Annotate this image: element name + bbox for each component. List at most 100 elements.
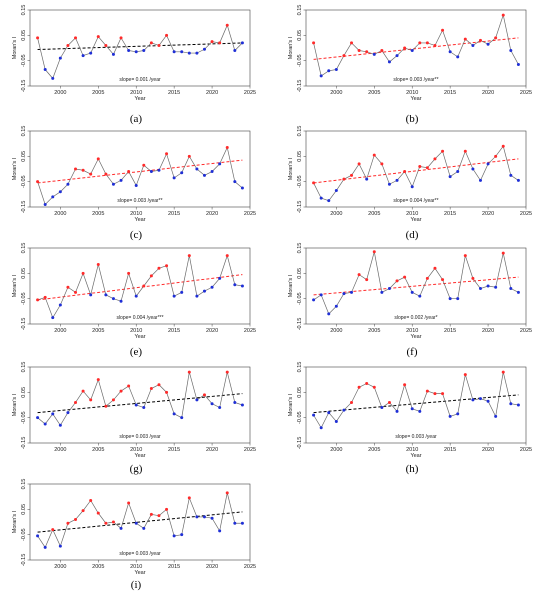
data-point xyxy=(395,178,399,182)
data-point xyxy=(403,170,407,174)
x-axis-title: Year xyxy=(134,453,145,459)
data-point xyxy=(134,403,138,407)
series-line xyxy=(313,145,519,202)
data-point xyxy=(225,145,229,149)
data-point xyxy=(218,41,222,45)
series-line xyxy=(37,24,243,80)
chart-panel: 2000 2005 2010 2015 2020 2025 -0.15 -0.05 0.05 0.… xyxy=(288,5,532,125)
data-point xyxy=(111,520,115,524)
data-point xyxy=(51,76,55,80)
trend-line xyxy=(313,37,519,60)
slope-annotation: slope= 0.004 /year*** xyxy=(116,315,163,321)
data-point xyxy=(81,389,85,393)
trend-line xyxy=(313,394,519,414)
data-point xyxy=(334,419,338,423)
x-tick-label: 2005 xyxy=(92,447,104,453)
data-point xyxy=(418,41,422,45)
data-point xyxy=(463,37,467,41)
data-point xyxy=(494,414,498,418)
panel-label: (f) xyxy=(407,346,418,358)
data-point xyxy=(312,298,316,302)
x-tick-label: 2010 xyxy=(130,90,142,96)
data-point xyxy=(418,164,422,168)
x-axis-title: Year xyxy=(410,96,421,102)
data-point xyxy=(104,172,108,176)
data-point xyxy=(319,293,323,297)
x-tick-label: 2015 xyxy=(168,328,180,334)
data-point xyxy=(172,534,176,538)
data-point xyxy=(89,293,93,297)
data-point xyxy=(180,50,184,54)
data-point xyxy=(187,154,191,158)
slope-annotation: slope= 0.004 /year** xyxy=(393,198,438,204)
data-point xyxy=(96,511,100,515)
data-point xyxy=(43,295,47,299)
data-point xyxy=(456,55,460,59)
x-tick-label: 2015 xyxy=(168,211,180,217)
data-point xyxy=(342,292,346,296)
x-tick-label: 2000 xyxy=(330,328,342,334)
data-point xyxy=(187,496,191,500)
x-tick-label: 2020 xyxy=(206,564,218,570)
data-point xyxy=(233,180,237,184)
y-tick-label: 0.05 xyxy=(297,30,303,41)
x-tick-label: 2005 xyxy=(368,328,380,334)
y-axis-title: Moran's I xyxy=(12,510,18,533)
data-point xyxy=(365,381,369,385)
data-point xyxy=(187,51,191,55)
data-point xyxy=(43,422,47,426)
data-point xyxy=(165,264,169,268)
data-point xyxy=(494,154,498,158)
panel-label: (e) xyxy=(130,346,143,358)
data-point xyxy=(478,178,482,182)
plot-frame xyxy=(29,130,251,208)
data-point xyxy=(456,297,460,301)
x-tick-label: 2010 xyxy=(406,328,418,334)
data-point xyxy=(233,400,237,404)
panel-label: (a) xyxy=(130,113,143,125)
data-point xyxy=(51,316,55,320)
x-tick-label: 2020 xyxy=(482,211,494,217)
data-point xyxy=(172,294,176,298)
data-point xyxy=(240,186,244,190)
data-point xyxy=(342,54,346,58)
x-tick-label: 2010 xyxy=(130,447,142,453)
x-axis-title: Year xyxy=(410,453,421,459)
x-tick-label: 2025 xyxy=(244,564,256,570)
x-tick-label: 2020 xyxy=(206,90,218,96)
x-tick-label: 2015 xyxy=(444,211,456,217)
x-tick-label: 2015 xyxy=(168,90,180,96)
data-point xyxy=(380,290,384,294)
chart-panel: 2000 2005 2010 2015 2020 2025 -0.15 -0.05 0.05 0.… xyxy=(12,362,256,475)
data-point xyxy=(134,183,138,187)
data-point xyxy=(425,166,429,170)
data-point xyxy=(165,33,169,37)
data-point xyxy=(357,385,361,389)
data-point xyxy=(172,176,176,180)
data-point xyxy=(149,274,153,278)
x-tick-label: 2010 xyxy=(130,211,142,217)
y-tick-label: 0.05 xyxy=(297,268,303,279)
data-point xyxy=(111,398,115,402)
data-point xyxy=(127,271,131,275)
data-point xyxy=(104,293,108,297)
data-point xyxy=(127,49,131,53)
data-point xyxy=(410,290,414,294)
data-point xyxy=(202,289,206,293)
data-point xyxy=(157,383,161,387)
x-tick-label: 2000 xyxy=(54,211,66,217)
x-tick-label: 2025 xyxy=(520,211,532,217)
data-point xyxy=(312,181,316,185)
data-point xyxy=(418,409,422,413)
slope-annotation: slope= 0.003 /year xyxy=(119,551,161,557)
x-tick-label: 2020 xyxy=(482,90,494,96)
x-tick-label: 2025 xyxy=(244,211,256,217)
x-tick-label: 2005 xyxy=(92,328,104,334)
data-point xyxy=(410,407,414,411)
data-point xyxy=(327,411,331,415)
data-point xyxy=(36,298,40,302)
data-point xyxy=(104,521,108,525)
plot-frame xyxy=(29,9,251,87)
x-axis-title: Year xyxy=(134,96,145,102)
series-line xyxy=(37,254,243,319)
